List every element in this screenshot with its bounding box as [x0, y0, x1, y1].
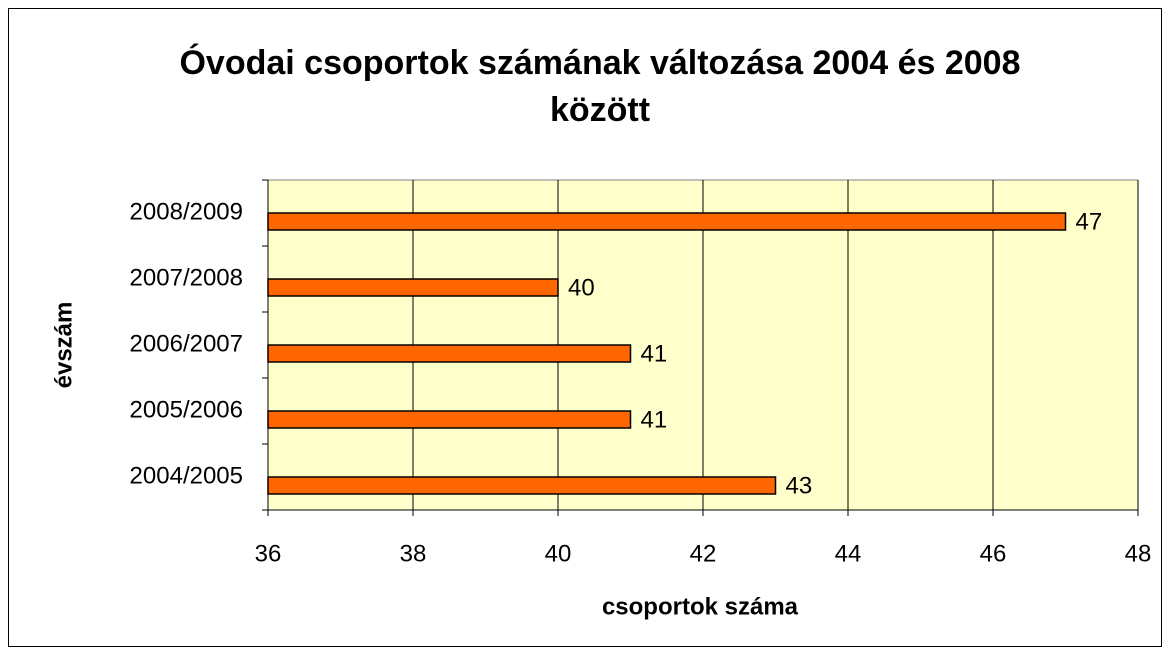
x-tick-label: 40 [545, 540, 572, 567]
value-label: 40 [568, 274, 595, 301]
bar [267, 278, 559, 297]
chart-title: Óvodai csoportok számának változása 2004… [179, 44, 1021, 129]
value-label: 43 [786, 472, 813, 499]
value-label: 41 [641, 406, 668, 433]
x-tick-label: 38 [400, 540, 427, 567]
x-tick-label: 46 [980, 540, 1007, 567]
y-tick-label: 2007/2008 [130, 264, 243, 291]
y-tick-label: 2006/2007 [130, 330, 243, 357]
value-label: 41 [641, 340, 668, 367]
x-tick-label: 36 [255, 540, 282, 567]
bar [267, 476, 777, 495]
y-tick-label: 2004/2005 [130, 462, 243, 489]
x-tick-label: 44 [835, 540, 862, 567]
bar [267, 410, 632, 429]
bar [267, 344, 632, 363]
x-axis-title: csoportok száma [602, 593, 799, 620]
y-tick-label: 2005/2006 [130, 396, 243, 423]
x-tick-label: 42 [690, 540, 717, 567]
y-axis-title: évszám [50, 302, 77, 389]
value-label: 47 [1076, 208, 1103, 235]
y-tick-label: 2008/2009 [130, 198, 243, 225]
bar [267, 212, 1067, 231]
x-tick-label: 48 [1125, 540, 1152, 567]
